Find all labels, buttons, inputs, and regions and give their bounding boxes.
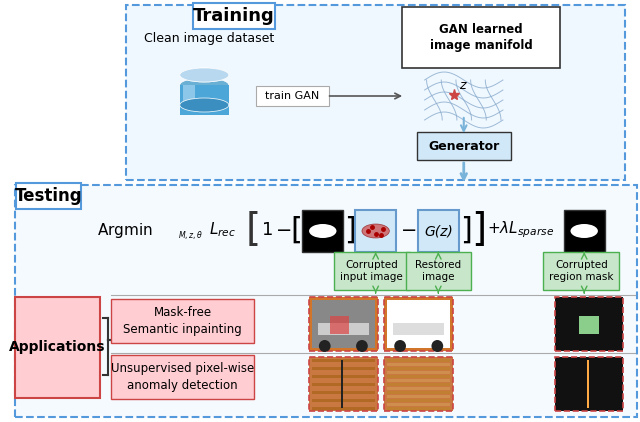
Ellipse shape — [309, 224, 337, 238]
Text: ]: ] — [472, 211, 487, 249]
Bar — [312, 403, 374, 406]
Bar — [387, 399, 450, 402]
Text: Clean image dataset: Clean image dataset — [144, 32, 275, 44]
Bar — [387, 375, 450, 378]
FancyBboxPatch shape — [16, 183, 81, 209]
Bar — [387, 300, 450, 348]
Text: Generator: Generator — [428, 140, 499, 152]
Bar — [312, 359, 374, 362]
Ellipse shape — [180, 78, 228, 92]
Text: GAN learned
image manifold: GAN learned image manifold — [429, 23, 532, 52]
Text: Corrupted
region mask: Corrupted region mask — [549, 260, 614, 282]
FancyBboxPatch shape — [256, 86, 329, 106]
Text: train GAN: train GAN — [266, 91, 319, 101]
Bar — [355, 210, 396, 252]
FancyBboxPatch shape — [126, 5, 625, 180]
Text: Training: Training — [193, 7, 275, 25]
Bar — [312, 399, 374, 402]
Text: −: − — [276, 221, 292, 240]
FancyBboxPatch shape — [15, 185, 637, 417]
Bar — [180, 85, 228, 115]
FancyBboxPatch shape — [402, 7, 560, 68]
Ellipse shape — [394, 340, 406, 352]
FancyBboxPatch shape — [193, 3, 275, 29]
Bar — [387, 403, 450, 406]
FancyBboxPatch shape — [111, 355, 254, 399]
Ellipse shape — [319, 340, 331, 352]
FancyBboxPatch shape — [555, 297, 623, 351]
Bar — [587, 360, 589, 408]
Ellipse shape — [362, 224, 389, 238]
Bar — [312, 387, 374, 390]
Text: G(z): G(z) — [424, 224, 452, 238]
FancyBboxPatch shape — [417, 132, 511, 160]
Bar — [302, 210, 343, 252]
Ellipse shape — [356, 340, 368, 352]
Bar — [387, 391, 450, 394]
Bar — [312, 383, 374, 386]
FancyBboxPatch shape — [543, 252, 620, 290]
Bar — [312, 391, 374, 394]
FancyBboxPatch shape — [385, 357, 453, 411]
Text: Mask-free
Semantic inpainting: Mask-free Semantic inpainting — [124, 306, 242, 336]
Bar — [180, 85, 228, 105]
Bar — [312, 407, 374, 410]
Bar — [312, 300, 374, 348]
Bar — [312, 379, 374, 382]
Ellipse shape — [180, 98, 228, 112]
Bar — [341, 360, 343, 408]
Text: ]: ] — [344, 216, 356, 244]
Bar — [318, 323, 369, 335]
Bar — [418, 210, 459, 252]
Text: $\mathrm{Argmin}$: $\mathrm{Argmin}$ — [97, 221, 152, 240]
Bar — [387, 379, 450, 382]
Bar — [393, 323, 444, 335]
Bar — [312, 395, 374, 398]
Ellipse shape — [570, 224, 598, 238]
Bar — [387, 359, 450, 362]
FancyBboxPatch shape — [333, 252, 410, 290]
FancyBboxPatch shape — [406, 252, 470, 290]
Text: z: z — [458, 78, 465, 92]
Text: Restored
image: Restored image — [415, 260, 461, 282]
Bar — [579, 316, 599, 334]
Bar — [312, 367, 374, 370]
Ellipse shape — [180, 68, 228, 82]
Bar — [330, 316, 349, 334]
Text: Unsupervised pixel-wise
anomaly detection: Unsupervised pixel-wise anomaly detectio… — [111, 362, 254, 392]
FancyBboxPatch shape — [15, 297, 100, 398]
Ellipse shape — [180, 68, 228, 82]
Bar — [387, 383, 450, 386]
Text: Corrupted
input image: Corrupted input image — [340, 260, 403, 282]
FancyBboxPatch shape — [385, 297, 453, 351]
Text: $+\lambda L_{sparse}$: $+\lambda L_{sparse}$ — [487, 220, 554, 240]
Bar — [387, 387, 450, 390]
Bar — [312, 371, 374, 374]
Text: $L_{rec}$: $L_{rec}$ — [209, 221, 236, 239]
Bar — [183, 85, 195, 103]
Text: [: [ — [291, 216, 302, 244]
Text: ]: ] — [460, 216, 472, 244]
Bar — [387, 407, 450, 410]
Bar — [387, 395, 450, 398]
Bar — [312, 375, 374, 378]
Ellipse shape — [431, 340, 444, 352]
FancyBboxPatch shape — [555, 357, 623, 411]
Text: −: − — [401, 221, 417, 240]
Bar — [564, 210, 605, 252]
Text: $_{M,z,\theta}$: $_{M,z,\theta}$ — [178, 229, 204, 243]
Bar — [387, 367, 450, 370]
Text: 1: 1 — [262, 221, 273, 239]
Text: Testing: Testing — [15, 187, 83, 205]
FancyBboxPatch shape — [309, 297, 378, 351]
Bar — [387, 363, 450, 366]
FancyBboxPatch shape — [111, 299, 254, 343]
Text: Applications: Applications — [9, 340, 106, 354]
Text: [: [ — [245, 211, 260, 249]
Bar — [312, 363, 374, 366]
Ellipse shape — [180, 88, 228, 102]
Bar — [387, 371, 450, 374]
FancyBboxPatch shape — [309, 357, 378, 411]
